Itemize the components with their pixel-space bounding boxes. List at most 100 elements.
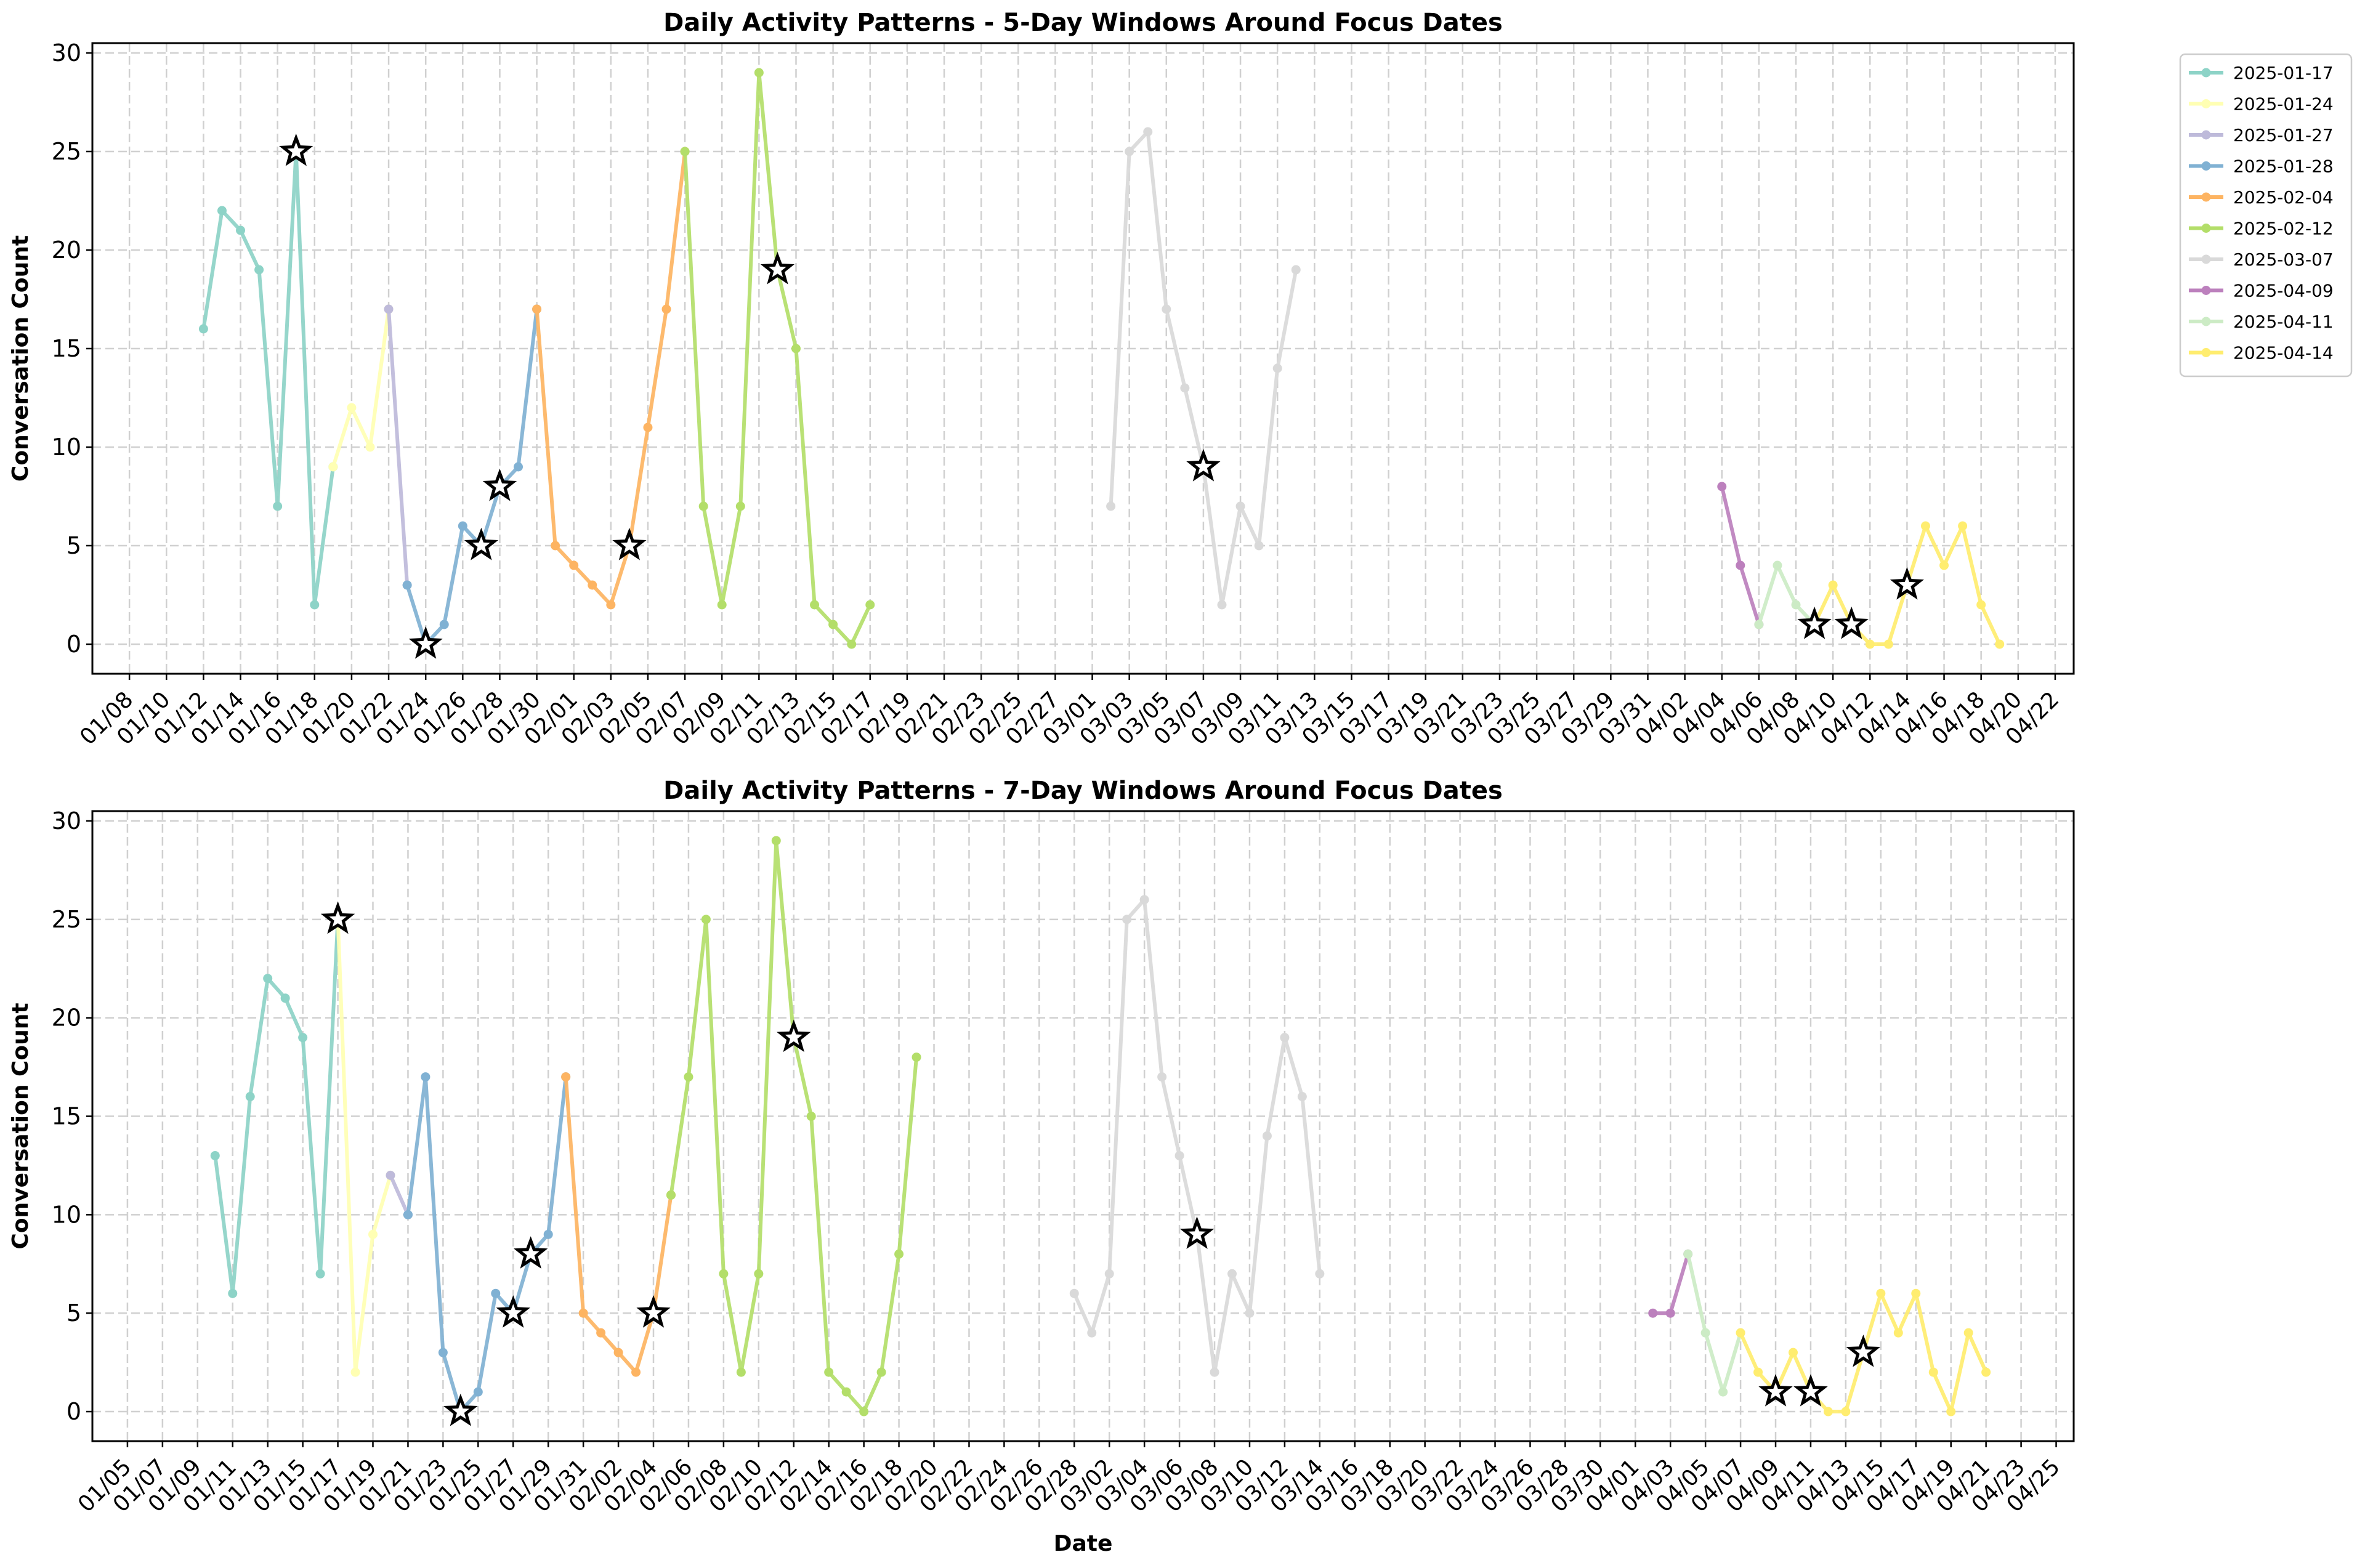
series-line [1072, 897, 1322, 1375]
legend-label: 2025-01-17 [2233, 63, 2334, 83]
chart-title: Daily Activity Patterns - 7-Day Windows … [663, 777, 1503, 805]
data-point [1876, 1288, 1886, 1298]
focus-star-marker [408, 626, 443, 659]
focus-star-marker [482, 468, 517, 501]
data-point [1883, 639, 1893, 649]
series-line [331, 307, 390, 469]
focus-star-marker [443, 1393, 478, 1426]
data-point [894, 1249, 904, 1259]
y-axis-label: Conversation Count [8, 235, 33, 482]
data-point [613, 1348, 623, 1357]
data-point [631, 1367, 641, 1377]
axes-frame [91, 810, 2075, 1442]
data-point [771, 836, 781, 846]
data-point [1157, 1072, 1167, 1082]
chart-panel-2: 05101520253001/0501/0701/0901/1101/1301/… [8, 777, 2075, 1556]
data-point [1911, 1288, 1921, 1298]
data-point [1122, 915, 1132, 924]
data-point [402, 580, 412, 590]
data-point [717, 600, 727, 610]
data-point [1254, 541, 1264, 551]
data-point [1315, 1269, 1325, 1279]
focus-star-marker [776, 1019, 811, 1053]
data-point [403, 1210, 413, 1219]
data-point [736, 1367, 746, 1377]
data-point [1995, 639, 2005, 649]
data-point [828, 620, 838, 629]
data-point [368, 1229, 378, 1239]
data-point [1683, 1249, 1693, 1259]
chart-title: Daily Activity Patterns - 5-Day Windows … [663, 9, 1503, 37]
data-point [1210, 1367, 1219, 1377]
data-point [263, 974, 273, 984]
data-point [438, 1348, 448, 1357]
series-line [683, 71, 872, 646]
legend-label: 2025-02-12 [2233, 219, 2334, 239]
data-point [1981, 1367, 1991, 1377]
data-point [1865, 639, 1875, 649]
data-point [458, 521, 467, 531]
data-point [280, 993, 290, 1003]
data-point [1087, 1328, 1097, 1338]
data-point [684, 1072, 693, 1082]
data-point [661, 304, 671, 314]
y-tick-label: 25 [52, 906, 81, 933]
data-point [912, 1053, 921, 1062]
series-line [389, 1173, 410, 1217]
legend-swatch-marker [2201, 317, 2211, 326]
series-line [405, 307, 539, 646]
data-point [666, 1190, 676, 1200]
data-point [1736, 560, 1745, 570]
data-point [543, 1229, 553, 1239]
legend-swatch-marker [2201, 286, 2211, 295]
y-tick-label: 30 [52, 39, 81, 67]
focus-star-marker [1834, 606, 1869, 639]
series-line [406, 1075, 568, 1413]
y-tick-label: 25 [52, 138, 81, 165]
y-tick-label: 20 [52, 1004, 81, 1032]
series-line [201, 150, 335, 607]
data-point [596, 1328, 606, 1338]
data-point [754, 1269, 764, 1279]
data-point [1893, 1328, 1903, 1338]
data-point [1754, 620, 1764, 629]
data-point [701, 915, 711, 924]
data-point [1976, 600, 1986, 610]
data-point [569, 560, 579, 570]
focus-star-marker [1179, 1216, 1215, 1249]
data-point [643, 422, 653, 432]
data-point [236, 225, 246, 235]
focus-star-marker [320, 901, 355, 934]
data-point [1174, 1150, 1184, 1160]
data-point [1648, 1308, 1658, 1318]
focus-star-marker [636, 1295, 671, 1328]
data-point [841, 1387, 851, 1397]
chart-panel-1: 05101520253001/0801/1001/1201/1401/1601/… [8, 9, 2075, 750]
axes-frame [91, 42, 2075, 675]
data-point [273, 501, 283, 511]
focus-star-marker [1797, 606, 1832, 639]
legend-swatch-marker [2201, 348, 2211, 357]
data-point [350, 1367, 360, 1377]
data-point [365, 442, 375, 452]
data-point [824, 1367, 834, 1377]
data-point [1235, 501, 1245, 511]
data-point [1717, 482, 1727, 491]
y-tick-label: 5 [67, 1299, 81, 1327]
data-point [245, 1092, 255, 1102]
data-point [859, 1407, 869, 1416]
data-point [680, 147, 690, 156]
data-point [1104, 1269, 1114, 1279]
focus-star-marker [279, 133, 313, 166]
data-point [384, 304, 394, 314]
data-point [1773, 560, 1782, 570]
legend-swatch-marker [2201, 161, 2211, 171]
data-point [806, 1112, 816, 1121]
data-point [1736, 1328, 1745, 1338]
data-point [310, 600, 320, 610]
data-point [298, 1033, 308, 1043]
data-point [551, 541, 560, 551]
y-tick-label: 30 [52, 807, 81, 835]
focus-star-marker [514, 1236, 548, 1269]
